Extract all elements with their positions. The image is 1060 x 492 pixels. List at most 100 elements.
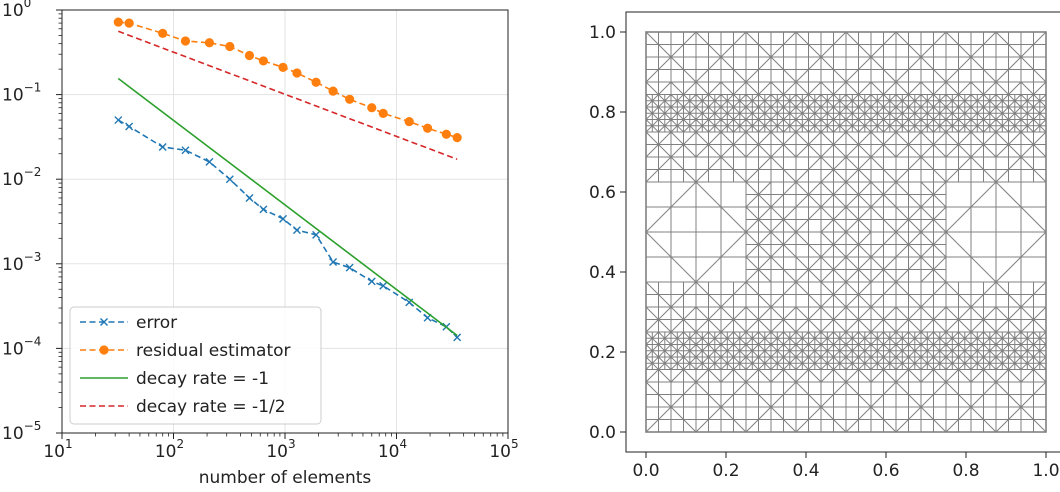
data-point <box>328 86 338 96</box>
data-point <box>404 116 414 127</box>
data-point <box>329 258 338 267</box>
data-point <box>312 230 321 239</box>
data-point <box>258 56 268 66</box>
x-tick-label-base: 10 <box>378 442 400 462</box>
y-tick-label-base: 10 <box>2 86 24 106</box>
data-point <box>225 41 235 52</box>
convergence-plot: 101 102 103 104 10510−510−410−310−210−1100nu… <box>2 0 519 488</box>
marker-stroke <box>125 122 134 131</box>
x-tick-label-exp: 3 <box>288 437 296 451</box>
data-point <box>113 17 123 27</box>
legend-box <box>69 306 322 425</box>
data-point <box>125 122 134 131</box>
mesh-plot: 0.0 0.2 0.4 0.6 0.8 1.0 0.0 0.2 0.4 0.6 0.8 1.0 <box>589 11 1060 481</box>
ticks: 0.0 0.2 0.4 0.6 0.8 1.0 0.0 0.2 0.4 0.6 0.8 1.0 <box>589 23 1060 481</box>
y-tick-label-base: 10 <box>2 170 24 190</box>
marker-stroke <box>379 281 388 290</box>
data-point <box>378 108 388 118</box>
x-tick-label: 105 <box>489 437 518 462</box>
legend: error residual estimator decay rate = -1 de… <box>69 306 322 425</box>
x-tick-label-base: 10 <box>266 442 288 462</box>
marker-stroke <box>367 277 376 286</box>
data-point <box>453 333 462 342</box>
marker-stroke <box>205 157 214 166</box>
data-point <box>204 38 215 48</box>
data-point <box>345 263 354 272</box>
data-point <box>422 123 433 133</box>
data-point <box>158 28 168 38</box>
marker-stroke <box>225 175 234 184</box>
data-point <box>114 116 123 125</box>
marker-stroke <box>181 146 190 155</box>
marker-stroke <box>259 205 268 214</box>
y-tick-label: 0.8 <box>589 103 616 123</box>
y-tick-label-exp: −3 <box>24 250 42 264</box>
data-point <box>292 226 301 235</box>
x-tick-label: 0.8 <box>952 461 979 481</box>
x-tick-label: 0.0 <box>632 461 659 481</box>
series-line <box>117 77 458 337</box>
y-tick-label: 0.0 <box>589 423 616 443</box>
data-point <box>278 62 288 72</box>
legend-label: error <box>136 313 177 333</box>
marker-stroke <box>245 193 254 202</box>
plot-frame <box>625 11 1060 453</box>
data-point <box>379 281 388 290</box>
y-tick-label: 10−1 <box>2 81 41 106</box>
y-tick-label-base: 10 <box>2 424 24 444</box>
y-tick-label: 0.6 <box>589 183 616 203</box>
data-point <box>311 77 321 87</box>
data-point <box>245 193 254 202</box>
marker-stroke <box>279 214 288 223</box>
marker-stroke <box>329 258 338 267</box>
y-tick-label-exp: −2 <box>24 165 42 179</box>
x-tick-label: 103 <box>266 437 295 462</box>
x-tick-label: 0.6 <box>872 461 899 481</box>
y-tick-label: 10−5 <box>2 419 41 444</box>
x-tick-label: 102 <box>155 437 184 462</box>
data-point <box>441 129 451 139</box>
x-tick-label-base: 10 <box>43 442 65 462</box>
series-error <box>114 116 462 342</box>
legend-label: residual estimator <box>136 341 291 361</box>
series-decay-rate-1 <box>117 77 458 337</box>
y-tick-label: 10−4 <box>2 334 41 359</box>
y-tick-label-base: 10 <box>2 1 24 21</box>
data-point <box>124 18 134 28</box>
data-point <box>259 205 268 214</box>
mesh-edges <box>645 31 1047 433</box>
data-point <box>181 146 190 155</box>
y-tick-label: 10−2 <box>2 165 41 190</box>
y-tick-label: 1.0 <box>589 23 616 43</box>
y-tick-label: 100 <box>2 0 31 21</box>
y-tick-label: 0.2 <box>589 343 616 363</box>
minor-ticks <box>58 13 504 437</box>
marker-stroke <box>114 116 123 125</box>
legend-label: decay rate = -1 <box>136 369 269 389</box>
legend-label: decay rate = -1/2 <box>136 397 286 417</box>
marker-stroke <box>453 333 462 342</box>
plot-frame <box>61 9 509 434</box>
data-point <box>205 157 214 166</box>
y-tick-label-exp: −5 <box>24 419 42 433</box>
data-point <box>367 103 377 113</box>
mesh-boundary <box>645 31 1047 433</box>
data-point <box>279 214 288 223</box>
mesh <box>645 31 1047 433</box>
legend-marker <box>99 345 109 355</box>
x-tick-label: 101 <box>43 437 72 462</box>
y-tick-label-exp: 0 <box>24 0 32 10</box>
data-point <box>367 277 376 286</box>
x-tick-label-exp: 1 <box>65 437 73 451</box>
data-point <box>292 68 302 78</box>
x-axis-label: number of elements <box>199 468 372 488</box>
y-tick-label-exp: −1 <box>24 81 42 95</box>
series-decay-rate-1-2 <box>118 30 458 161</box>
y-tick-label-exp: −4 <box>24 334 42 348</box>
x-tick-label-exp: 4 <box>400 437 408 451</box>
series-residual-estimator <box>113 17 462 143</box>
x-tick-label-base: 10 <box>489 442 511 462</box>
x-tick-label: 104 <box>378 437 407 462</box>
